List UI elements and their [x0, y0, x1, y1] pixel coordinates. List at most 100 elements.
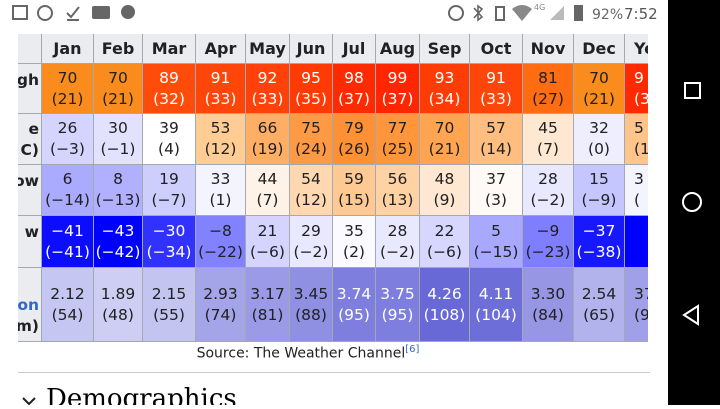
- cell-value: (3: [634, 89, 648, 108]
- collapse-chevron[interactable]: [20, 388, 40, 405]
- cell-value: 98: [344, 68, 364, 87]
- table-cell: −8 (−22): [195, 215, 246, 268]
- cell-value: −9: [536, 221, 560, 240]
- table-cell: 8 (−13): [93, 164, 143, 216]
- column-header: Apr: [195, 34, 246, 64]
- table-cell: 89 (32): [142, 63, 196, 114]
- cell-value: (−9): [581, 191, 617, 209]
- cell-value: 4.11: [478, 284, 514, 303]
- cell-value: (−14): [45, 191, 90, 209]
- table-cell: −37 (−38): [573, 215, 625, 268]
- table-cell: 33 (1): [195, 164, 246, 216]
- cell-value: (34): [428, 89, 461, 108]
- cell-value: 15: [589, 170, 609, 188]
- cell-value: (32): [153, 89, 185, 108]
- table-cell: 21 (−6): [245, 215, 290, 268]
- cell-value: 35: [344, 221, 364, 240]
- cell-value: 2.93: [203, 284, 238, 303]
- cell-value: 26: [57, 119, 78, 137]
- cell-value: 91: [210, 68, 231, 87]
- bluetooth-icon: [473, 4, 484, 22]
- cell-value: (12): [204, 140, 237, 158]
- vibrate-icon: [495, 6, 505, 21]
- table-cell: 5 (1: [624, 113, 648, 165]
- table-cell: 70 (21): [419, 113, 470, 165]
- column-header: Feb: [93, 34, 143, 64]
- back-button[interactable]: [682, 304, 699, 326]
- cell-value: (1): [209, 191, 232, 209]
- table-cell: 39 (4): [142, 113, 196, 165]
- cell-value: (65): [583, 305, 615, 324]
- climate-table: JanFebMarAprMayJunJulAugSepOctNovDecYe gh…: [18, 34, 648, 344]
- cell-value: (−6): [250, 242, 285, 261]
- table-cell: 56 (13): [375, 164, 420, 216]
- cell-value: 3: [634, 170, 644, 188]
- cell-value: (25): [381, 140, 414, 158]
- cell-value: 2.54: [581, 284, 617, 303]
- table-cell: 3(: [624, 164, 648, 216]
- cell-value: 6: [62, 170, 73, 188]
- table-cell: 3.75 (95): [375, 267, 420, 342]
- cell-value: (−22): [198, 242, 243, 261]
- table-cell: 70 (21): [573, 63, 625, 114]
- reference-link[interactable]: [6]: [405, 344, 420, 355]
- cell-value: (3): [485, 191, 507, 209]
- column-header: Mar: [142, 34, 196, 64]
- source-text: Source: The Weather Channel: [196, 345, 406, 362]
- cell-value: (−41): [45, 242, 90, 261]
- cell-value: 89: [159, 68, 179, 87]
- table-cell: −41 (−41): [41, 215, 94, 268]
- cell-value: (−15): [473, 242, 519, 261]
- cell-value: 56: [387, 170, 408, 188]
- table-cell: −43 (−42): [93, 215, 143, 268]
- cell-value: (2): [343, 242, 365, 261]
- cell-value: 9: [634, 68, 644, 87]
- cell-value: (7): [256, 191, 279, 209]
- network-type: 4G: [534, 3, 545, 12]
- check-icon: [66, 6, 80, 21]
- table-cell: 48 (9): [419, 164, 470, 216]
- table-cell: 54 (12): [289, 164, 333, 216]
- cell-value: 21: [257, 221, 278, 240]
- recents-button[interactable]: [684, 82, 701, 99]
- column-header: Ye: [624, 34, 648, 64]
- cell-value: 44: [257, 170, 278, 188]
- cell-value: (−2): [530, 191, 566, 209]
- signal-icon: [550, 6, 564, 20]
- cell-value: 75: [301, 119, 321, 137]
- divider: [18, 372, 650, 373]
- cell-value: (14): [480, 140, 512, 158]
- column-header: Sep: [419, 34, 470, 64]
- table-cell: 45 (7): [522, 113, 574, 165]
- cell-value: (104): [475, 305, 517, 324]
- section-heading[interactable]: Demographics: [46, 384, 237, 405]
- page-content: JanFebMarAprMayJunJulAugSepOctNovDecYe gh…: [0, 26, 668, 405]
- table-cell: 4.26 (108): [419, 267, 470, 342]
- cell-value: 37: [486, 170, 506, 188]
- cell-value: 99: [387, 68, 408, 87]
- cell-value: (: [634, 191, 641, 209]
- home-button[interactable]: [682, 192, 702, 212]
- table-cell: 30 (−1): [93, 113, 143, 165]
- row-label-line: m): [18, 317, 39, 335]
- table-cell: 66 (19): [245, 113, 290, 165]
- cell-value: 81: [538, 68, 558, 87]
- table-caption: Source: The Weather Channel[6]: [0, 344, 616, 362]
- table-cell: 28 (−2): [522, 164, 574, 216]
- cell-value: (33): [204, 89, 237, 108]
- row-label-line: on: [18, 296, 39, 314]
- wifi-icon: [512, 5, 532, 21]
- row-label: e C): [18, 113, 42, 165]
- row-label-line: e: [28, 120, 39, 138]
- table-cell: 70 (21): [93, 63, 143, 114]
- cell-value: 95: [301, 68, 321, 87]
- cell-value: (−38): [576, 242, 622, 261]
- table-cell: 4.11 (104): [469, 267, 523, 342]
- cell-value: (−34): [146, 242, 192, 261]
- table-cell: 35 (2): [332, 215, 376, 268]
- status-bar: 4G 92% 7:52: [0, 0, 668, 26]
- cell-value: (7): [537, 140, 559, 158]
- cell-value: (81): [251, 305, 284, 324]
- battery-percent: 92%: [592, 7, 623, 23]
